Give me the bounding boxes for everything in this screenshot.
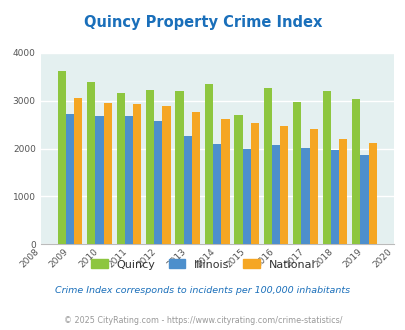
Text: Quincy Property Crime Index: Quincy Property Crime Index — [83, 15, 322, 30]
Bar — [213, 144, 221, 244]
Bar — [279, 126, 288, 244]
Bar — [87, 82, 95, 244]
Bar — [175, 91, 183, 244]
Bar — [183, 136, 192, 244]
Bar — [221, 119, 229, 244]
Bar — [292, 102, 301, 244]
Bar — [58, 71, 66, 244]
Text: © 2025 CityRating.com - https://www.cityrating.com/crime-statistics/: © 2025 CityRating.com - https://www.city… — [64, 315, 341, 325]
Bar — [330, 150, 338, 244]
Legend: Quincy, Illinois, National: Quincy, Illinois, National — [86, 255, 319, 274]
Bar — [66, 114, 74, 244]
Bar — [74, 98, 82, 244]
Bar — [234, 115, 242, 244]
Bar — [162, 106, 170, 244]
Bar — [192, 112, 200, 244]
Bar — [242, 148, 250, 244]
Bar — [301, 148, 309, 244]
Bar — [338, 139, 346, 244]
Bar — [95, 116, 103, 244]
Bar — [103, 103, 111, 244]
Bar — [368, 143, 376, 244]
Bar — [205, 84, 213, 244]
Bar — [322, 91, 330, 244]
Text: Crime Index corresponds to incidents per 100,000 inhabitants: Crime Index corresponds to incidents per… — [55, 286, 350, 295]
Bar — [154, 121, 162, 244]
Bar — [309, 129, 317, 244]
Bar — [271, 145, 279, 244]
Bar — [146, 90, 154, 244]
Bar — [116, 93, 124, 244]
Bar — [263, 88, 271, 244]
Bar — [250, 123, 258, 244]
Bar — [124, 116, 133, 244]
Bar — [351, 99, 359, 244]
Bar — [133, 104, 141, 244]
Bar — [359, 155, 368, 244]
